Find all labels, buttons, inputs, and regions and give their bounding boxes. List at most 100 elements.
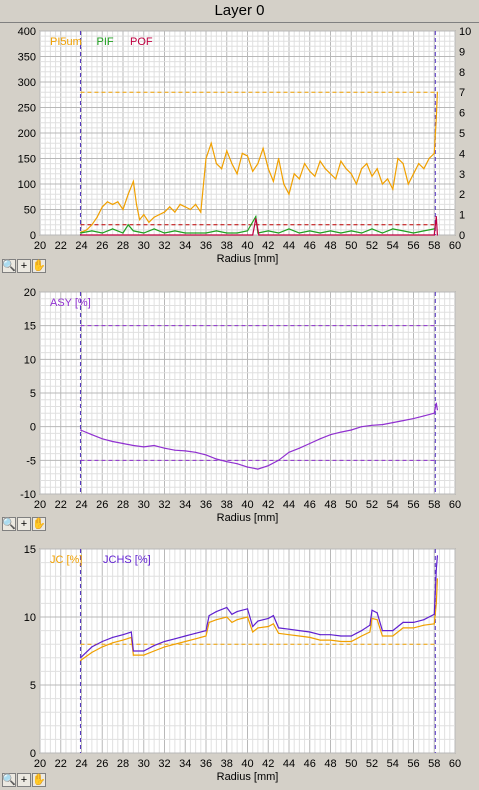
data-point [340,160,342,162]
x-tick-label: 56 [407,758,419,770]
x-tick-label: 54 [387,758,399,770]
data-point [288,451,290,453]
data-point [195,232,197,234]
hand-pan-icon[interactable]: ✋ [32,259,46,273]
x-tick-label: 52 [366,758,378,770]
data-point [241,152,243,154]
data-point [381,183,383,185]
data-point [324,168,326,170]
y-tick-label: 15 [24,544,36,556]
data-point [278,459,280,461]
data-point [122,232,124,234]
data-point [153,228,155,230]
data-point [106,201,108,203]
data-point [298,178,300,180]
data-point [381,630,383,632]
zoom-icon[interactable]: 🔍 [2,773,16,787]
x-tick-label: 26 [96,758,108,770]
y-tick-label: 300 [18,77,36,89]
data-point [397,157,399,160]
data-point [418,163,420,165]
x-tick-label: 50 [345,758,357,770]
data-point [298,635,300,637]
data-point [272,623,274,625]
data-point [163,447,166,449]
chart-toolbar: 🔍 + ✋ [2,773,46,787]
data-point [132,650,134,652]
data-point [309,230,311,232]
data-point [226,616,228,618]
x-tick-label: 22 [55,758,67,770]
crosshair-icon[interactable]: + [17,773,31,787]
data-point [79,232,82,234]
data-point [329,634,332,636]
y-tick-label: 150 [18,154,36,166]
chart-panel-pi5um: 0 50 100 150 200 250 300 350 400 0 1 2 3 4 5 6 7 8 9 10 20 22… [0,22,479,276]
data-point [257,163,259,165]
y2-tick-label: 6 [459,108,465,120]
data-point [205,635,207,637]
data-point [153,216,155,218]
window-title: Layer 0 [0,0,479,23]
x-tick-label: 26 [96,499,108,511]
data-point [392,228,394,230]
y-tick-label: 5 [30,388,36,400]
crosshair-icon[interactable]: + [17,259,31,273]
hand-pan-icon[interactable]: ✋ [32,773,46,787]
data-point [350,635,352,637]
data-point [435,117,437,119]
data-point [143,214,145,216]
data-point [387,178,389,180]
y-tick-label: 250 [18,103,36,115]
data-point [314,175,316,177]
y-tick-label: 5 [30,680,36,692]
data-point [433,412,435,414]
data-point [205,630,207,632]
data-point [79,657,82,659]
data-point [319,634,321,636]
jitter-chart-svg[interactable]: 0 5 10 15 20 22 24 26 28 30 32 34 36 38 40 42 44 46 48 50 52… [0,535,479,790]
hand-pan-icon[interactable]: ✋ [32,517,46,531]
x-tick-label: 40 [241,240,253,252]
x-tick-label: 44 [283,499,295,511]
data-point [381,232,383,234]
crosshair-icon[interactable]: + [17,517,31,531]
data-point [423,619,425,621]
data-point [436,555,438,557]
data-point [278,232,280,234]
x-tick-label: 26 [96,240,108,252]
data-point [371,609,373,611]
data-point [174,211,176,213]
data-point [355,183,357,185]
data-point [153,645,155,647]
data-point [236,463,238,465]
data-point [278,157,280,160]
data-point [226,150,228,152]
data-point [132,444,134,447]
x-tick-label: 60 [449,499,461,511]
data-point [252,631,254,633]
data-point [226,606,228,609]
data-point [236,611,238,613]
data-point [392,188,394,190]
data-point [215,611,217,613]
x-tick-label: 50 [345,240,357,252]
x-tick-label: 24 [75,758,87,770]
data-point [127,193,129,195]
y-tick-label: 100 [18,179,36,191]
legend-entry: PIF [97,36,114,48]
data-point [184,640,186,643]
x-tick-label: 58 [428,499,440,511]
data-point [215,458,217,460]
data-point [298,447,300,449]
data-point [236,619,238,621]
asy-chart-svg[interactable]: -10 -5 0 5 10 15 20 20 22 24 26 28 30 32 34 36 38 40 42 44 4… [0,278,479,534]
data-point [153,650,155,652]
legend-entry: POF [130,36,153,48]
data-point [205,454,207,456]
zoom-icon[interactable]: 🔍 [2,517,16,531]
zoom-icon[interactable]: 🔍 [2,259,16,273]
data-point [79,234,82,236]
legend-entry: JCHS [%] [103,554,151,566]
